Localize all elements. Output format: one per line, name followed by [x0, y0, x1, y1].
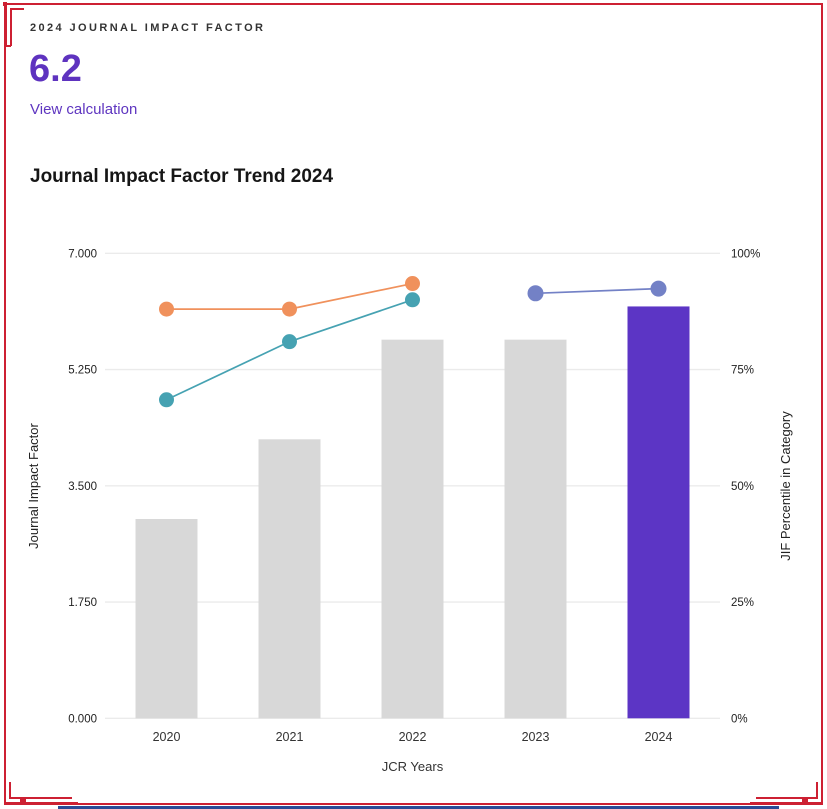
x-axis-tick-2023: 2023 [522, 730, 550, 744]
percentile-line-orange-point-2020[interactable] [159, 301, 174, 317]
jif-bar-2022[interactable] [381, 339, 444, 719]
bottom-blue-strip [58, 806, 779, 809]
right-axis-tick: 25% [731, 597, 754, 609]
percentile-line-slate-point-2024[interactable] [650, 280, 667, 297]
impact-factor-kicker: 2024 JOURNAL IMPACT FACTOR [30, 22, 266, 34]
right-axis-tick: 75% [731, 365, 754, 377]
jif-bar-2024[interactable] [627, 306, 690, 719]
percentile-line-orange-point-2021[interactable] [282, 301, 297, 317]
left-axis-tick: 3.500 [68, 481, 97, 493]
view-calculation-link[interactable]: View calculation [30, 101, 138, 118]
percentile-line-teal-point-2020[interactable] [159, 392, 174, 408]
x-axis-tick-2020: 2020 [153, 730, 181, 744]
x-axis-title: JCR Years [382, 759, 444, 774]
jif-bar-2023[interactable] [504, 339, 567, 719]
chart-title: Journal Impact Factor Trend 2024 [30, 166, 334, 187]
x-axis-tick-2022: 2022 [399, 730, 427, 744]
x-axis-tick-2021: 2021 [276, 730, 304, 744]
percentile-line-teal-point-2021[interactable] [282, 334, 297, 350]
left-axis-tick: 7.000 [68, 248, 97, 260]
jif-bar-2020[interactable] [135, 519, 198, 719]
impact-factor-value: 6.2 [29, 48, 82, 90]
x-axis-tick-2024: 2024 [645, 730, 673, 744]
left-axis-title: Journal Impact Factor [26, 422, 41, 548]
left-axis-tick: 0.000 [68, 713, 97, 725]
left-axis-tick: 1.750 [68, 597, 97, 609]
right-axis-title: JIF Percentile in Category [778, 411, 793, 561]
left-axis-tick: 5.250 [68, 365, 97, 377]
right-axis-tick: 50% [731, 481, 754, 493]
percentile-line-slate-point-2023[interactable] [527, 285, 544, 302]
right-axis-tick: 0% [731, 713, 748, 725]
jif-bar-2021[interactable] [258, 439, 321, 719]
percentile-line-orange-point-2022[interactable] [405, 276, 420, 292]
right-axis-tick: 100% [731, 248, 760, 260]
percentile-line-slate [535, 287, 659, 295]
percentile-line-teal-point-2022[interactable] [405, 292, 420, 308]
